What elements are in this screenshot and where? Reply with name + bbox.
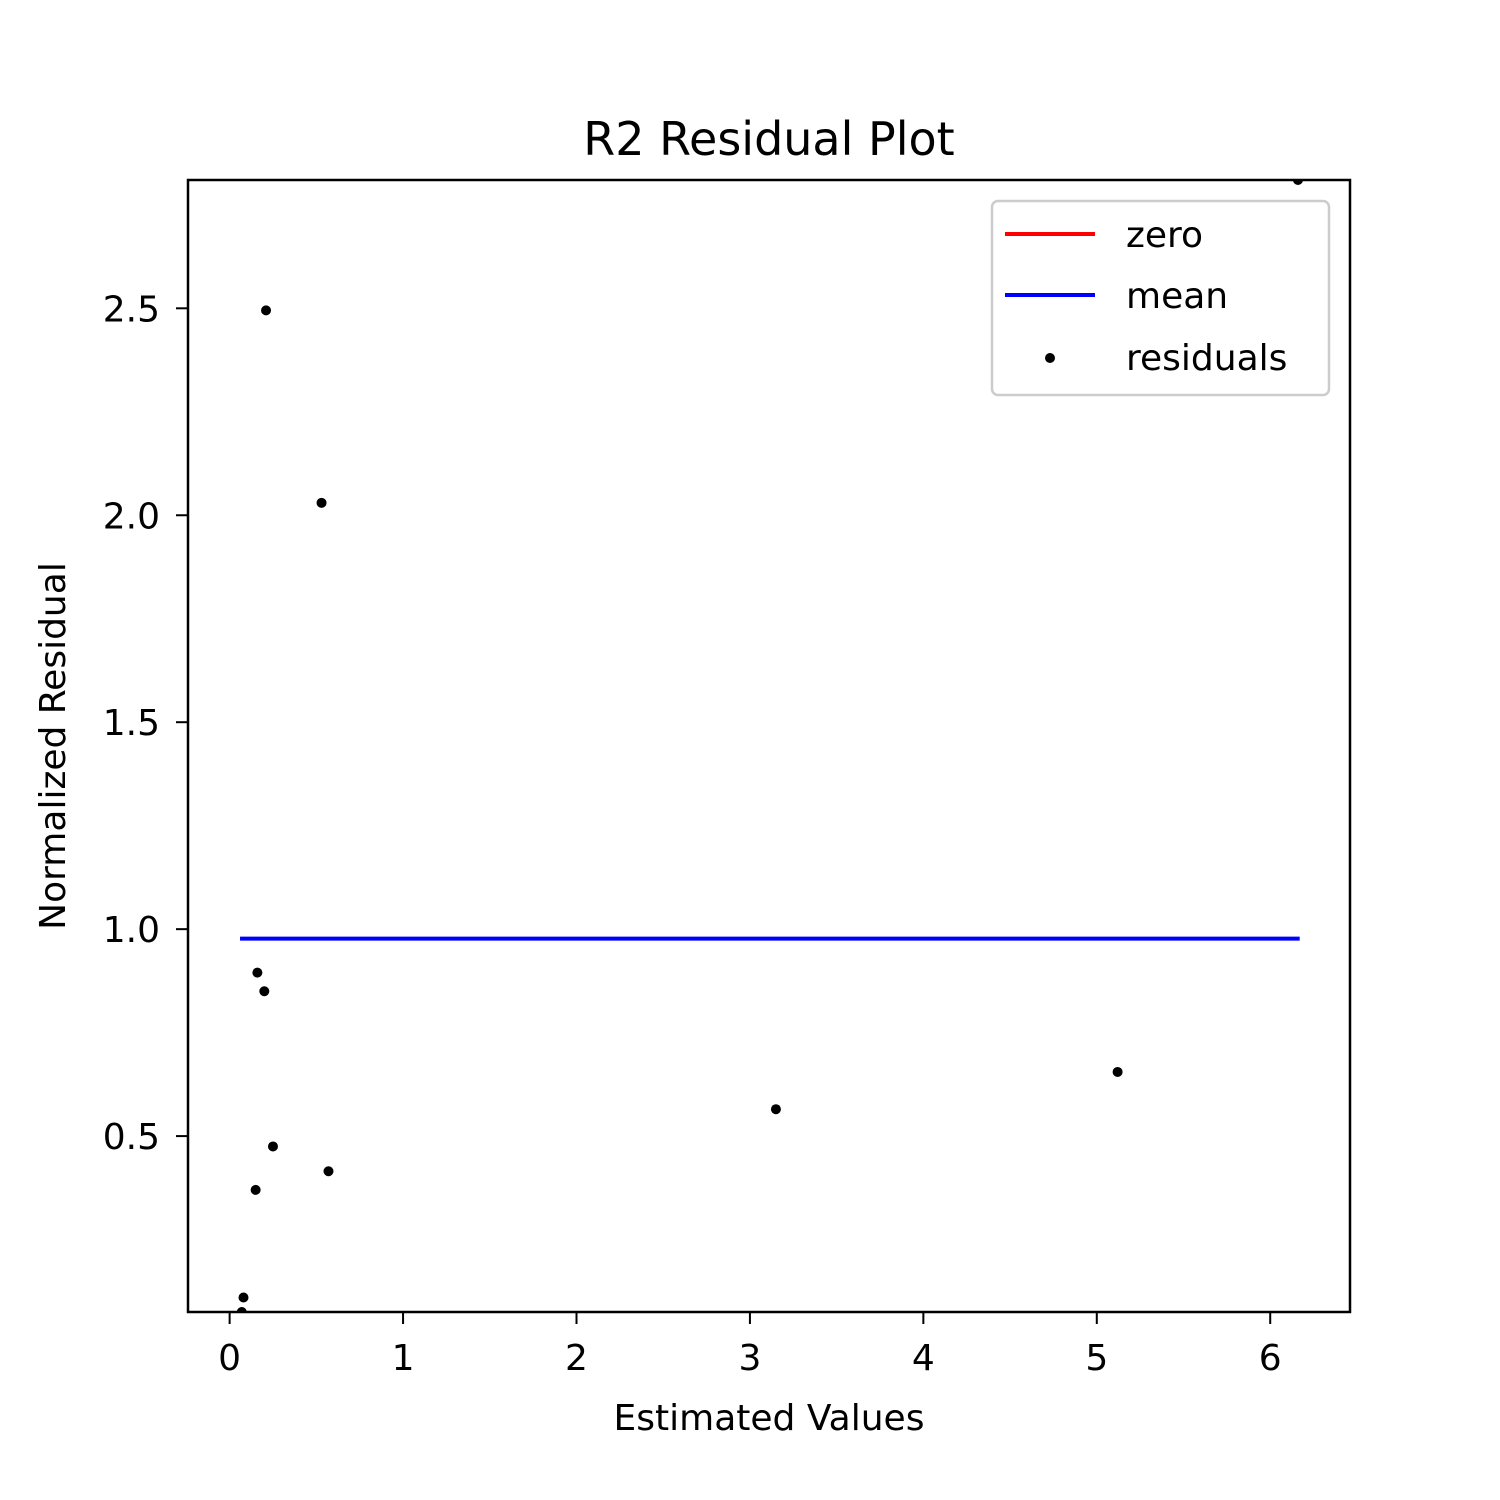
residual-point [323,1166,334,1177]
y-axis-label: Normalized Residual [33,562,74,930]
x-tick-label: 0 [218,1338,241,1379]
axes-frame [186,178,1352,1314]
chart-title: R2 Residual Plot [583,112,954,166]
legend: zero mean residuals [990,199,1331,397]
residual-point [770,1104,781,1115]
residual-point [259,986,270,997]
x-tick-label: 3 [738,1338,761,1379]
x-tick-label: 4 [912,1338,935,1379]
legend-residuals-swatch [1045,353,1055,363]
x-axis: 0 1 2 3 4 5 6 [218,1312,1282,1379]
x-tick-label: 1 [392,1338,415,1379]
y-tick-label: 2.5 [103,289,160,330]
residual-point [238,1292,249,1303]
x-tick-label: 5 [1085,1338,1108,1379]
y-tick-label: 1.5 [103,703,160,744]
y-tick-label: 1.0 [103,910,160,951]
residual-point [267,1141,278,1152]
legend-zero-label: zero [1126,215,1203,256]
residual-point [316,497,327,508]
residual-point [261,305,272,316]
legend-residuals-label: residuals [1126,338,1287,379]
residual-point [1112,1066,1123,1077]
legend-frame [990,199,1331,397]
legend-mean-label: mean [1126,276,1228,317]
y-axis: 0.5 1.0 1.5 2.0 2.5 [103,289,188,1158]
y-tick-label: 2.0 [103,496,160,537]
residual-point [250,1184,261,1195]
residual-point [252,967,263,978]
x-tick-label: 6 [1259,1338,1282,1379]
x-axis-label: Estimated Values [614,1398,925,1439]
y-tick-label: 0.5 [103,1117,160,1158]
x-tick-label: 2 [565,1338,588,1379]
